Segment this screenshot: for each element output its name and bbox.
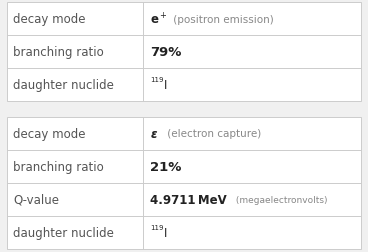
Bar [7, 3, 361, 102]
Text: 4.9711 MeV: 4.9711 MeV [150, 193, 227, 206]
Text: (megaelectronvolts): (megaelectronvolts) [233, 195, 327, 204]
Text: $\mathbf{e}^+$: $\mathbf{e}^+$ [150, 12, 167, 27]
Text: (positron emission): (positron emission) [170, 15, 274, 24]
Text: decay mode: decay mode [13, 13, 86, 26]
Text: 79%: 79% [150, 46, 181, 59]
Text: daughter nuclide: daughter nuclide [13, 226, 114, 239]
Text: daughter nuclide: daughter nuclide [13, 79, 114, 92]
Text: $\boldsymbol{\epsilon}$: $\boldsymbol{\epsilon}$ [150, 127, 158, 140]
Bar [7, 117, 361, 249]
Text: Q-value: Q-value [13, 193, 59, 206]
Bar [7, 3, 361, 102]
Text: (electron capture): (electron capture) [164, 129, 261, 139]
Text: I: I [164, 226, 167, 239]
Text: 21%: 21% [150, 160, 181, 173]
Text: decay mode: decay mode [13, 127, 86, 140]
Text: 119: 119 [150, 76, 163, 82]
Text: 119: 119 [150, 224, 163, 230]
Bar [7, 117, 361, 249]
Text: branching ratio: branching ratio [13, 160, 104, 173]
Text: I: I [164, 79, 167, 92]
Text: branching ratio: branching ratio [13, 46, 104, 59]
